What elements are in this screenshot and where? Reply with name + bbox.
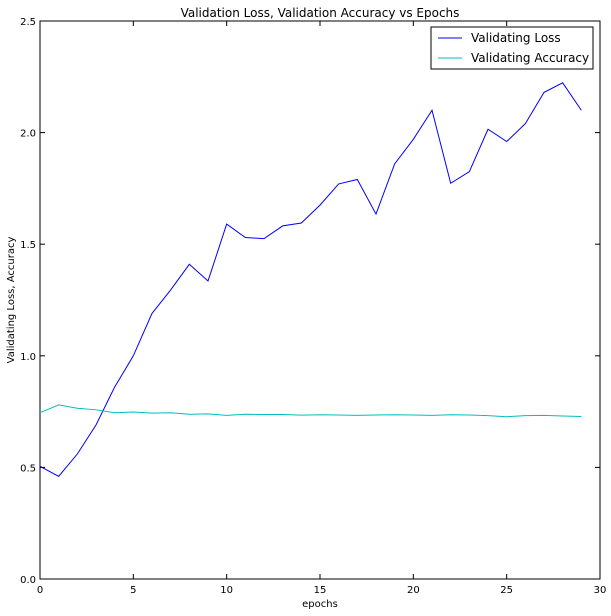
x-tick-label: 15 xyxy=(314,585,327,596)
x-axis-label: epochs xyxy=(302,599,338,610)
x-tick-label: 10 xyxy=(220,585,233,596)
series-line-validating-loss xyxy=(39,82,582,477)
plot-area xyxy=(39,20,601,580)
axis-ticks xyxy=(39,20,601,580)
legend-box xyxy=(430,26,594,70)
chart-title: Validation Loss, Validation Accuracy vs … xyxy=(181,6,460,20)
series-line-validating-accuracy xyxy=(39,404,582,418)
axis-tick-labels: 0 5 10 15 20 25 30 0.0 0.5 1.0 1.5 2.0 2.5 xyxy=(20,17,606,596)
x-tick-label: 25 xyxy=(500,585,513,596)
y-axis-label: Validating Loss, Accuracy xyxy=(6,237,17,364)
legend-label-validating-accuracy: Validating Accuracy xyxy=(471,51,589,65)
series-layer xyxy=(39,82,582,477)
legend-label-validating-loss: Validating Loss xyxy=(471,31,561,45)
x-tick-label: 30 xyxy=(594,585,607,596)
y-tick-label: 1.5 xyxy=(20,240,36,251)
y-tick-label: 1.0 xyxy=(20,352,36,363)
x-tick-label: 0 xyxy=(37,585,43,596)
y-tick-label: 0.5 xyxy=(20,463,36,474)
x-tick-label: 20 xyxy=(407,585,420,596)
y-tick-label: 2.5 xyxy=(20,17,36,28)
legend: Validating Loss Validating Accuracy xyxy=(430,26,594,70)
x-tick-label: 5 xyxy=(130,585,136,596)
y-tick-label: 2.0 xyxy=(20,129,36,140)
y-tick-label: 0.0 xyxy=(20,575,36,586)
